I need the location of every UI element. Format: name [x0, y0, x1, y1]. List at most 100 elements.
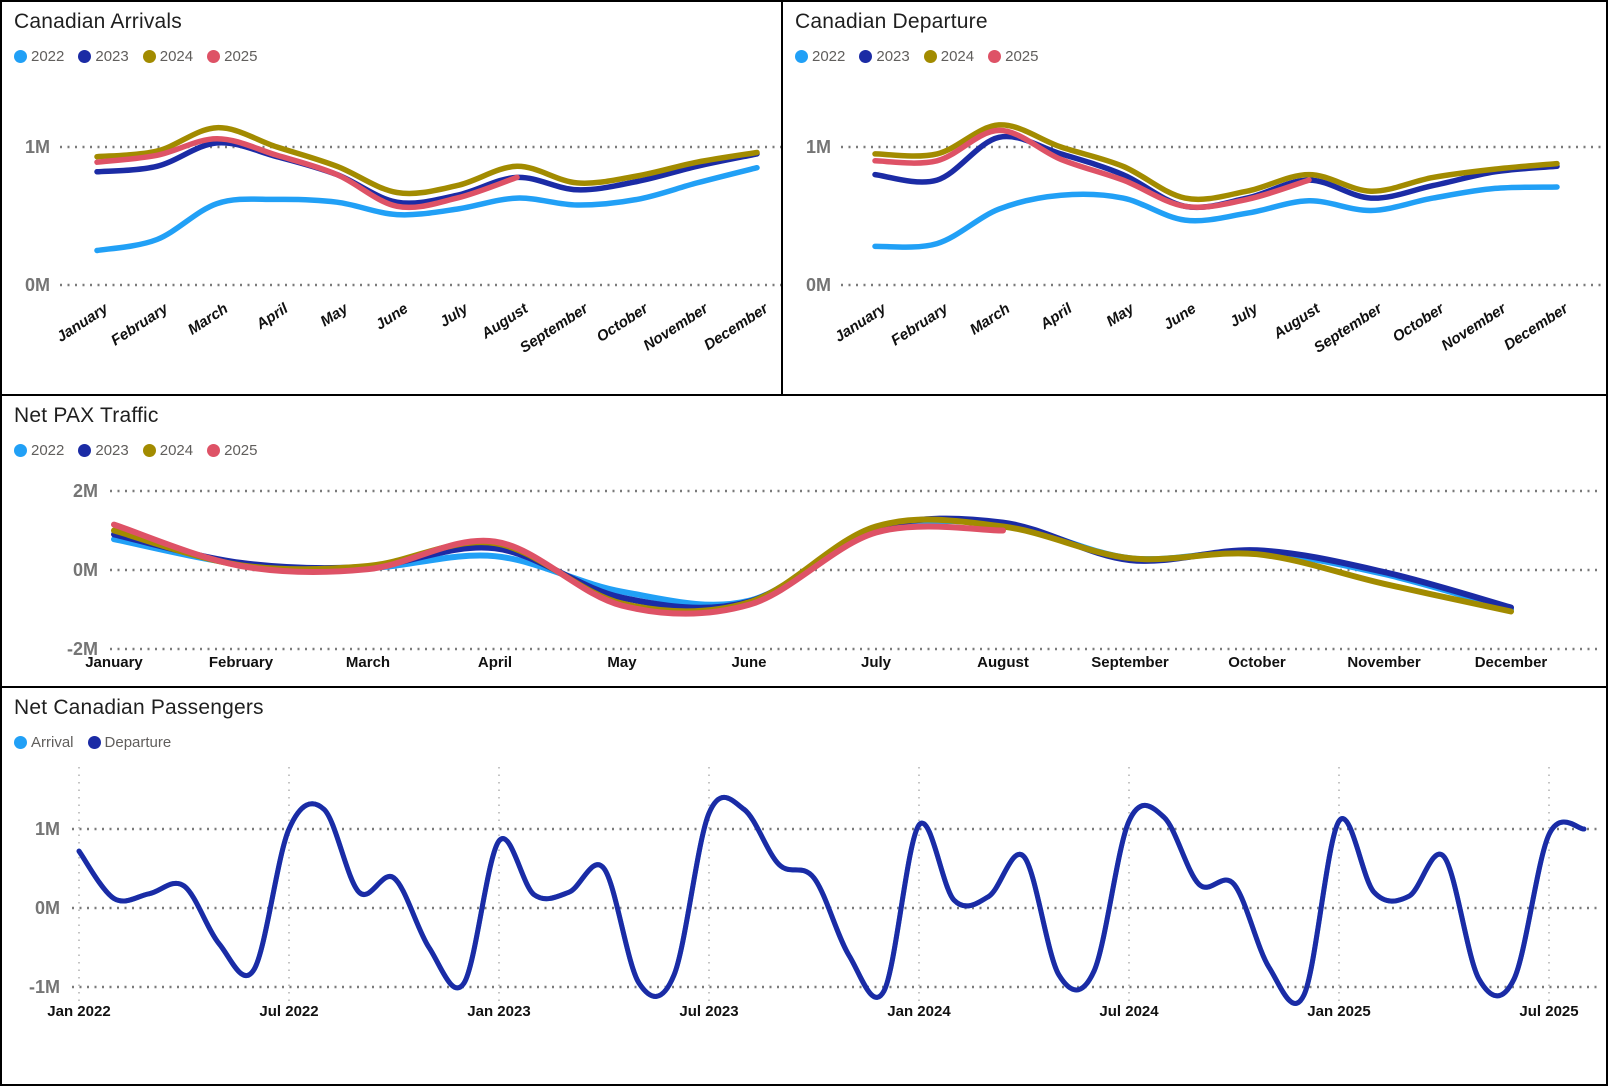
- legend-label: 2025: [224, 442, 258, 459]
- x-axis-label: Jan 2025: [1307, 1003, 1370, 1020]
- x-axis-label: August: [977, 654, 1029, 671]
- x-axis-label: August: [478, 300, 532, 343]
- x-axis-label: September: [517, 299, 592, 356]
- legend-label: 2022: [812, 48, 846, 65]
- legend-item-arrival[interactable]: Arrival: [14, 734, 74, 751]
- series-line-2025: [872, 127, 1312, 210]
- legend-dot-2024: [142, 444, 156, 457]
- legend-dot-2023: [78, 444, 92, 457]
- x-axis-label: April: [252, 300, 291, 334]
- y-tick-label: 0M: [806, 275, 831, 295]
- legend-item-2022[interactable]: 2022: [795, 48, 845, 65]
- legend-dot-2024: [142, 50, 156, 63]
- panel-net-pax-traffic: Net PAX Traffic 2022 2023 2024 2025 2M 0M -2M…: [2, 396, 1606, 688]
- legend-dot-departure: [87, 736, 101, 749]
- x-axis-label: Jul 2023: [679, 1003, 738, 1020]
- x-axis-label: May: [1103, 300, 1137, 331]
- legend-label: Arrival: [31, 734, 74, 751]
- legend-item-2022[interactable]: 2022: [14, 442, 64, 459]
- x-axis-label: October: [1228, 654, 1286, 671]
- legend-dot-2022: [14, 50, 27, 63]
- legend-dot-arrival: [14, 736, 27, 749]
- x-axis-label: May: [607, 654, 637, 671]
- series-line-2024: [94, 124, 760, 197]
- legend-item-2023[interactable]: 2023: [859, 48, 910, 65]
- x-axis-label: Jul 2022: [259, 1003, 318, 1020]
- chart-title-net-canadian: Net Canadian Passengers: [14, 696, 264, 719]
- top-row: Canadian Arrivals 2022 2023 2024 2025 1M 0M J…: [2, 2, 1606, 396]
- legend-item-2025[interactable]: 2025: [207, 48, 258, 65]
- legend-label: 2023: [876, 48, 910, 65]
- legend-label: 2025: [1005, 48, 1039, 65]
- y-tick-label: 1M: [806, 137, 831, 157]
- series-line-2024: [872, 122, 1560, 203]
- x-axis-label: June: [731, 654, 766, 671]
- legend-item-2022[interactable]: 2022: [14, 48, 64, 65]
- x-axis-label: April: [478, 654, 512, 671]
- legend-item-2025[interactable]: 2025: [207, 442, 258, 459]
- series-line-2023: [94, 140, 760, 206]
- legend-dot-2022: [14, 444, 27, 457]
- x-axis-label: January: [85, 654, 143, 671]
- series-line-2025: [111, 521, 1006, 617]
- legend-item-2024[interactable]: 2024: [142, 442, 194, 459]
- legend-label: 2023: [95, 48, 129, 65]
- x-axis-label: September: [1311, 299, 1386, 356]
- x-axis-label: February: [209, 654, 274, 671]
- legend-item-2023[interactable]: 2023: [78, 48, 129, 65]
- legend-label: 2022: [31, 442, 65, 459]
- x-axis-label: August: [1270, 300, 1324, 343]
- x-axis-label: March: [346, 654, 390, 671]
- x-axis-label: November: [1347, 654, 1421, 671]
- panel-net-canadian-passengers: Net Canadian Passengers Arrival Departure…: [2, 688, 1606, 1080]
- legend-item-2025[interactable]: 2025: [988, 48, 1039, 65]
- x-axis-label: Jul 2024: [1099, 1003, 1159, 1020]
- x-axis-label: March: [185, 300, 231, 338]
- y-tick-label: 0M: [25, 275, 50, 295]
- y-tick-label: 0M: [73, 560, 98, 580]
- legend-item-departure[interactable]: Departure: [87, 734, 171, 751]
- y-tick-label: 2M: [73, 481, 98, 501]
- y-tick-label: 0M: [35, 898, 60, 918]
- legend-dot-2024: [923, 50, 937, 63]
- legend-net-canadian: Arrival Departure: [2, 720, 1606, 751]
- x-axis-label: December: [1475, 654, 1548, 671]
- x-axis-label: November: [640, 299, 712, 354]
- x-axis-label: April: [1036, 300, 1075, 334]
- x-axis-label: Jan 2023: [467, 1003, 530, 1020]
- chart-title-departure: Canadian Departure: [795, 10, 988, 33]
- legend-arrivals: 2022 2023 2024 2025: [2, 34, 781, 65]
- series-line-2025: [94, 135, 520, 211]
- legend-label: 2022: [31, 48, 65, 65]
- y-tick-label: 1M: [35, 819, 60, 839]
- legend-label: 2025: [224, 48, 258, 65]
- legend-label: 2023: [95, 442, 129, 459]
- series-line-2024: [111, 516, 1514, 615]
- series-line-departure: [76, 795, 1587, 1006]
- legend-item-2024[interactable]: 2024: [142, 48, 193, 65]
- x-axis-label: June: [1161, 300, 1200, 333]
- chart-net-canadian-passengers: 1M 0M -1M Jan 2022 Jul 2022 Jan 2023 Jul 2023 J…: [29, 767, 1600, 1020]
- x-axis-label: January: [832, 300, 890, 346]
- x-axis-label: March: [967, 300, 1013, 338]
- y-tick-label: 1M: [25, 137, 50, 157]
- legend-item-2024[interactable]: 2024: [923, 48, 974, 65]
- x-axis-label: July: [861, 654, 892, 671]
- x-axis-label: February: [108, 300, 172, 350]
- panel-canadian-departure: Canadian Departure 2022 2023 2024 2025 1M 0M…: [783, 2, 1606, 394]
- x-axis-label: December: [701, 299, 772, 353]
- x-axis-label: December: [1501, 299, 1572, 353]
- legend-label: 2024: [159, 442, 194, 459]
- x-axis-label: September: [1091, 654, 1169, 671]
- y-tick-label: -2M: [67, 639, 98, 659]
- x-axis-label: Jan 2024: [887, 1003, 951, 1020]
- legend-item-2023[interactable]: 2023: [78, 442, 129, 459]
- x-axis-label: January: [54, 300, 112, 346]
- series-line-2022: [94, 164, 760, 254]
- legend-dot-2023: [859, 50, 873, 63]
- x-axis-label: Jan 2022: [47, 1003, 110, 1020]
